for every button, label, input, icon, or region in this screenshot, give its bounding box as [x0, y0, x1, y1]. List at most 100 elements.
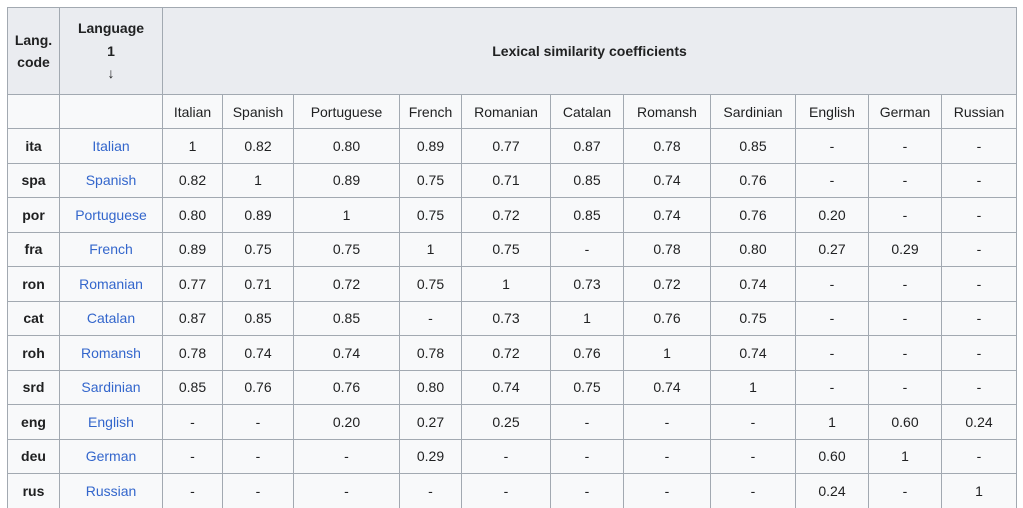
language-link-french[interactable]: French: [89, 241, 133, 258]
table-row-ita: ita Italian 1 0.82 0.80 0.89 0.77 0.87 0.78 0.85-…: [7, 128, 1018, 164]
coefficient-cell: 0.76: [222, 369, 294, 405]
coefficient-cell: 0.27: [795, 231, 869, 267]
coefficient-cell: -: [710, 404, 796, 440]
column-header-spanish: Spanish: [222, 94, 294, 129]
language-link-portuguese[interactable]: Portuguese: [75, 206, 147, 223]
coefficient-cell: -: [222, 473, 294, 508]
coefficient-cell: 0.60: [868, 404, 942, 440]
language-cell: Russian: [59, 473, 163, 508]
coefficient-cell: 0.27: [399, 404, 462, 440]
coefficient-cell: 0.75: [399, 266, 462, 302]
coefficient-cell: 0.80: [162, 197, 223, 233]
language-link-german[interactable]: German: [85, 448, 137, 465]
table-row-fra: fra French 0.89 0.75 0.75 1 0.75-0.78 0.80 0.27 0…: [7, 231, 1018, 267]
coefficient-cell: 0.20: [293, 404, 400, 440]
coefficient-cell: -: [399, 473, 462, 508]
language-cell: Romansh: [59, 335, 163, 371]
language-cell: Portuguese: [59, 197, 163, 233]
coefficient-cell: 0.76: [623, 300, 711, 336]
coefficient-cell: 1: [293, 197, 400, 233]
coefficient-cell: -: [940, 335, 1018, 371]
coefficient-cell: 0.87: [162, 300, 223, 336]
language-link-romansh[interactable]: Romansh: [81, 344, 141, 361]
lexical-similarity-table: Lang. code Language 1 ↓ Lexical similari…: [7, 7, 1018, 508]
coefficient-cell: -: [868, 197, 942, 233]
table-row-por: por Portuguese 0.80 0.89 1 0.75 0.72 0.85 0.74 0.…: [7, 197, 1018, 233]
coefficient-cell: 0.77: [162, 266, 223, 302]
coefficient-cell: 0.85: [550, 197, 624, 233]
coefficient-cell: 0.80: [293, 128, 400, 164]
table-row-eng: eng English - -0.20 0.27 0.25- - -1 0.60 0.24: [7, 404, 1018, 440]
coefficient-cell: 0.75: [293, 231, 400, 267]
coefficient-cell: 1: [710, 369, 796, 405]
language-link-catalan[interactable]: Catalan: [86, 310, 136, 327]
coefficient-cell: 0.74: [461, 369, 551, 405]
column-header-catalan: Catalan: [550, 94, 624, 129]
language-link-english[interactable]: English: [88, 413, 134, 430]
table-row-roh: roh Romansh 0.78 0.74 0.74 0.78 0.72 0.76 1 0.74-…: [7, 335, 1018, 371]
lang-code-cell: ron: [7, 266, 60, 302]
coefficient-cell: 0.89: [293, 162, 400, 198]
coefficient-cell: 0.78: [399, 335, 462, 371]
lang-code-cell: fra: [7, 231, 60, 267]
coefficient-cell: -: [293, 438, 400, 474]
language-link-italian[interactable]: Italian: [92, 137, 130, 154]
coefficient-cell: 0.76: [550, 335, 624, 371]
coefficient-cell: -: [222, 438, 294, 474]
column-header-russian: Russian: [940, 94, 1018, 129]
coefficient-cell: 1: [940, 473, 1018, 508]
coefficient-cell: 0.72: [461, 335, 551, 371]
coefficient-cell: -: [550, 438, 624, 474]
coefficient-cell: -: [162, 438, 223, 474]
coefficient-cell: -: [795, 128, 869, 164]
coefficient-cell: 0.85: [222, 300, 294, 336]
coefficient-cell: 0.71: [461, 162, 551, 198]
coefficient-cell: -: [940, 231, 1018, 267]
coefficient-cell: -: [868, 266, 942, 302]
language-cell: English: [59, 404, 163, 440]
coefficient-cell: 0.85: [162, 369, 223, 405]
coefficient-cell: -: [550, 473, 624, 508]
coefficient-cell: 0.75: [222, 231, 294, 267]
language-link-russian[interactable]: Russian: [85, 482, 137, 499]
coefficient-cell: 0.85: [710, 128, 796, 164]
column-header-german: German: [868, 94, 942, 129]
language-cell: German: [59, 438, 163, 474]
coefficient-cell: -: [623, 473, 711, 508]
language-link-sardinian[interactable]: Sardinian: [81, 379, 141, 396]
coefficient-cell: 1: [399, 231, 462, 267]
language-cell: Catalan: [59, 300, 163, 336]
coefficient-cell: 0.80: [399, 369, 462, 405]
coefficient-cell: 0.74: [623, 162, 711, 198]
coefficient-cell: 1: [461, 266, 551, 302]
coefficient-cell: 0.29: [868, 231, 942, 267]
coefficient-cell: 1: [795, 404, 869, 440]
lang-code-header: Lang. code: [7, 7, 60, 95]
coefficient-cell: -: [795, 162, 869, 198]
coefficient-cell: 0.24: [940, 404, 1018, 440]
language-link-romanian[interactable]: Romanian: [79, 275, 143, 292]
coefficient-cell: -: [795, 369, 869, 405]
table-row-deu: deu German - - -0.29- - - -0.60 1-: [7, 438, 1018, 474]
coefficient-cell: 0.71: [222, 266, 294, 302]
column-header-romansh: Romansh: [623, 94, 711, 129]
coefficient-cell: 0.80: [710, 231, 796, 267]
language-cell: Sardinian: [59, 369, 163, 405]
coefficient-cell: 0.75: [399, 162, 462, 198]
coefficient-cell: -: [162, 404, 223, 440]
lang-code-cell: ita: [7, 128, 60, 164]
language-cell: Spanish: [59, 162, 163, 198]
lang-code-cell: eng: [7, 404, 60, 440]
coefficient-cell: -: [293, 473, 400, 508]
coefficient-cell: 0.82: [162, 162, 223, 198]
coefficient-cell: -: [550, 231, 624, 267]
coefficient-cell: 0.72: [461, 197, 551, 233]
coefficient-cell: 0.76: [710, 162, 796, 198]
coefficient-cell: 0.24: [795, 473, 869, 508]
coefficient-cell: 0.87: [550, 128, 624, 164]
language-link-spanish[interactable]: Spanish: [85, 172, 137, 189]
column-header-romanian: Romanian: [461, 94, 551, 129]
lang-code-cell: deu: [7, 438, 60, 474]
top-header-row: Lang. code Language 1 ↓ Lexical similari…: [7, 7, 1018, 95]
coefficient-cell: 0.77: [461, 128, 551, 164]
